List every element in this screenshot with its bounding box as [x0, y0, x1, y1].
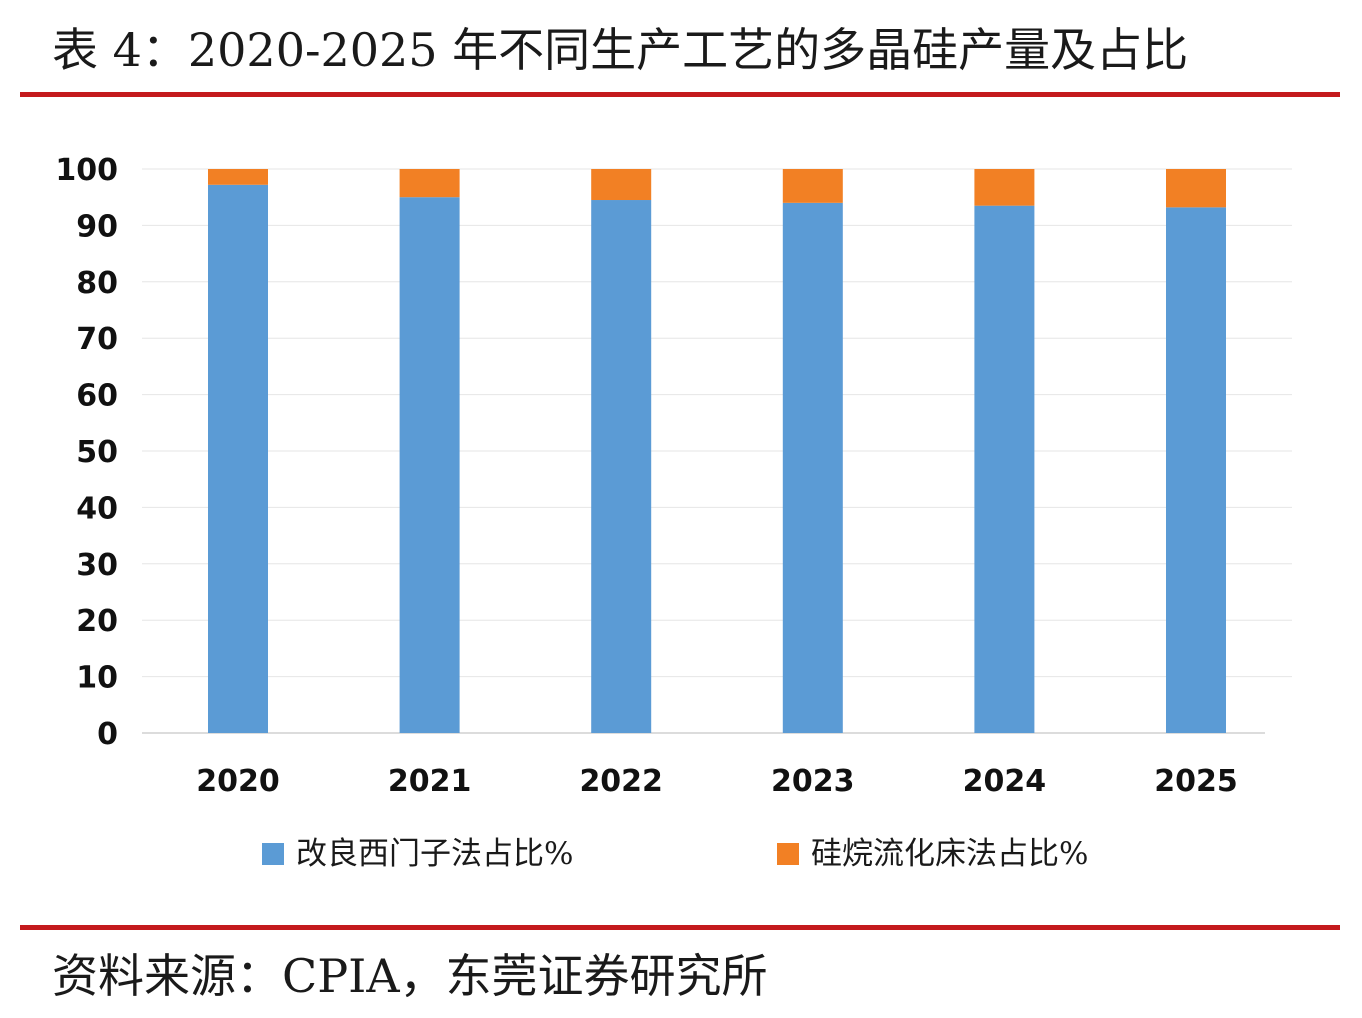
- chart-title: 表 4：2020-2025 年不同生产工艺的多晶硅产量及占比: [52, 23, 1189, 77]
- source-note: 资料来源：CPIA，东莞证券研究所: [52, 949, 768, 1003]
- gridlines: [142, 168, 1292, 734]
- x-tick-label: 2024: [963, 764, 1047, 799]
- legend: 改良西门子法占比% 硅烷流化床法占比%: [0, 832, 1362, 876]
- x-axis-ticks: 2020 2021 2022 2023 2024 2025: [196, 764, 1238, 799]
- bar-improved-siemens: [591, 200, 652, 733]
- bar-improved-siemens: [974, 205, 1035, 733]
- x-tick-label: 2023: [771, 764, 855, 799]
- legend-label-silane-fluidized-bed: 硅烷流化床法占比%: [811, 836, 1089, 872]
- y-tick-label: 0: [97, 717, 118, 752]
- x-tick-label: 2021: [388, 764, 472, 799]
- legend-swatch-silane-fluidized-bed: [777, 843, 799, 865]
- y-tick-label: 80: [76, 266, 118, 301]
- bar-silane-fluidized-bed: [974, 169, 1035, 206]
- bars: [208, 169, 1226, 734]
- x-tick-label: 2022: [579, 764, 663, 799]
- bar-improved-siemens: [208, 184, 268, 734]
- bar-silane-fluidized-bed: [591, 169, 652, 201]
- legend-item-silane-fluidized-bed: 硅烷流化床法占比%: [777, 832, 1088, 876]
- y-tick-label: 20: [76, 604, 118, 639]
- y-tick-label: 60: [76, 379, 118, 414]
- y-tick-label: 100: [55, 153, 118, 188]
- y-tick-label: 90: [76, 209, 118, 244]
- top-divider: [20, 92, 1340, 97]
- bottom-divider: [20, 925, 1340, 930]
- bar-silane-fluidized-bed: [1166, 169, 1226, 208]
- bar-silane-fluidized-bed: [399, 169, 460, 198]
- bar-silane-fluidized-bed: [782, 169, 843, 203]
- y-tick-label: 70: [76, 322, 118, 357]
- x-tick-label: 2020: [196, 764, 280, 799]
- bar-silane-fluidized-bed: [208, 169, 268, 185]
- legend-swatch-improved-siemens: [262, 843, 284, 865]
- legend-item-improved-siemens: 改良西门子法占比%: [262, 832, 573, 876]
- bar-improved-siemens: [399, 197, 460, 733]
- bar-improved-siemens: [1166, 207, 1226, 734]
- y-tick-label: 10: [76, 661, 118, 696]
- legend-label-improved-siemens: 改良西门子法占比%: [296, 836, 574, 872]
- y-tick-label: 50: [76, 435, 118, 470]
- y-axis-ticks: 0 10 20 30 40 50 60 70 80 90 100: [55, 153, 118, 752]
- y-tick-label: 40: [76, 491, 118, 526]
- x-tick-label: 2025: [1154, 764, 1238, 799]
- y-tick-label: 30: [76, 548, 118, 583]
- bar-improved-siemens: [782, 202, 843, 734]
